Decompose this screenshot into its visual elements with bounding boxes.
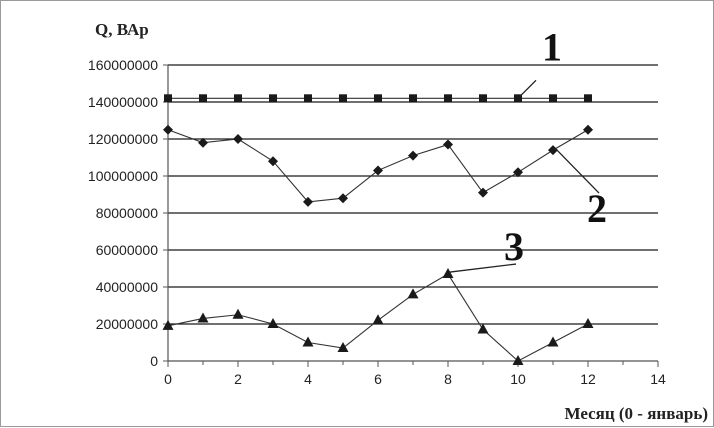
series-1-point [304,94,312,103]
x-tick-label: 4 [304,371,312,387]
series-2-point [548,145,558,156]
axes: 0 20000000 40000000 60000000 80000000 1000000… [88,57,666,387]
y-tick-label: 60000000 [96,242,159,258]
x-tick-label: 6 [374,371,382,387]
series-1-point [444,94,452,103]
x-tick-label: 10 [510,371,526,387]
y-tick-label: 140000000 [88,94,158,110]
series-1-point [514,94,522,103]
series-annotation-label: 2 [587,186,607,231]
series-2-point [443,139,453,150]
series-3-point [372,314,384,325]
y-tick-label: 100000000 [88,168,158,184]
x-tick-label: 14 [650,371,666,387]
series-1-point [409,94,417,103]
series-2-point [338,193,348,204]
series-3-point [267,318,279,328]
series-2-point [478,187,488,198]
series-1-point [584,94,592,103]
grid-lines [168,64,658,325]
y-tick-label: 20000000 [96,316,159,332]
x-tick-label: 12 [580,371,596,387]
x-tick-label: 2 [234,371,242,387]
series-2-point [373,165,383,176]
series-2-point [583,124,593,135]
series-2-point [513,167,523,178]
series-2-point [163,124,173,135]
series-annotation-label: 1 [542,24,562,69]
annotation-leader-line [449,263,517,273]
series-2-point [233,134,243,144]
y-axis-label: Q, ВАр [95,20,149,39]
series-annotation-label: 3 [504,224,524,269]
series-3-point [162,319,174,330]
y-tick-label: 0 [150,353,158,369]
series-2-point [303,196,313,207]
series-markers [162,94,594,365]
series-3-point [197,312,209,323]
series-annotations: 1 2 3 [449,24,607,273]
series-1-point [374,94,382,103]
series-3-point [232,308,244,319]
series-3-point [512,355,524,365]
series-1-point [199,94,207,103]
x-tick-label: 0 [164,371,172,387]
series-3-point [442,268,454,279]
series-3-point [302,336,314,347]
series-3-point [337,342,349,353]
series-3-point [477,323,489,334]
series-3-point [547,336,559,347]
y-tick-label: 160000000 [88,57,158,73]
series-3-point [407,288,419,299]
series-1-point [549,94,557,103]
series-1-point [234,94,242,103]
y-tick-label: 120000000 [88,131,158,147]
series-1-point [164,94,172,103]
series-3-point [582,318,594,328]
y-tick-label: 80000000 [96,205,159,221]
annotation-leader-line [519,79,537,97]
series-1-point [269,94,277,103]
y-tick-label: 40000000 [96,279,159,295]
series-1-point [479,94,487,103]
series-2-point [268,156,278,167]
series-1-point [339,94,347,103]
annotation-leader-line [554,147,600,194]
series-2-point [408,150,418,161]
x-axis-label: Месяц (0 - январь) [565,404,708,423]
x-tick-label: 8 [444,371,452,387]
series-2-point [198,137,208,148]
